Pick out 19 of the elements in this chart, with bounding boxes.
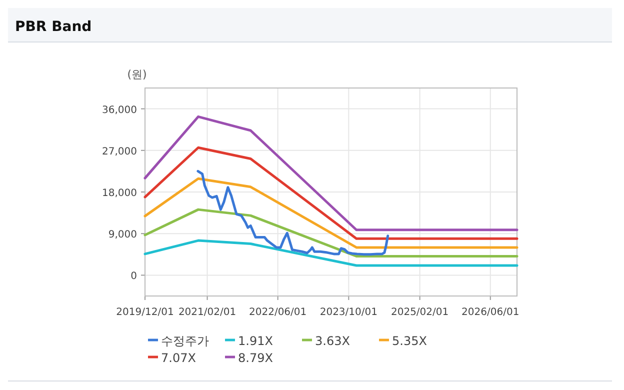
legend-label: 8.79X — [238, 351, 273, 365]
ylabel: (원) — [127, 68, 147, 81]
xtick: 2021/02/01 — [178, 307, 236, 318]
legend-label: 수정주가 — [161, 334, 209, 348]
xtick: 2022/06/01 — [249, 307, 307, 318]
xtick: 2019/12/01 — [116, 307, 174, 318]
ytick: 18,000 — [102, 188, 137, 199]
legend-label: 5.35X — [392, 334, 427, 348]
legend-label: 1.91X — [238, 334, 273, 348]
xtick: 2023/10/01 — [320, 307, 378, 318]
ytick: 36,000 — [102, 104, 137, 116]
title: PBR Band — [15, 19, 92, 35]
xtick: 2026/06/01 — [462, 307, 520, 318]
ytick: 9,000 — [108, 230, 137, 241]
ytick: 0 — [130, 271, 137, 282]
legend-label: 3.63X — [315, 334, 350, 348]
xtick: 2025/02/01 — [391, 307, 449, 318]
ytick: 27,000 — [102, 146, 137, 158]
legend-label: 7.07X — [161, 351, 196, 365]
